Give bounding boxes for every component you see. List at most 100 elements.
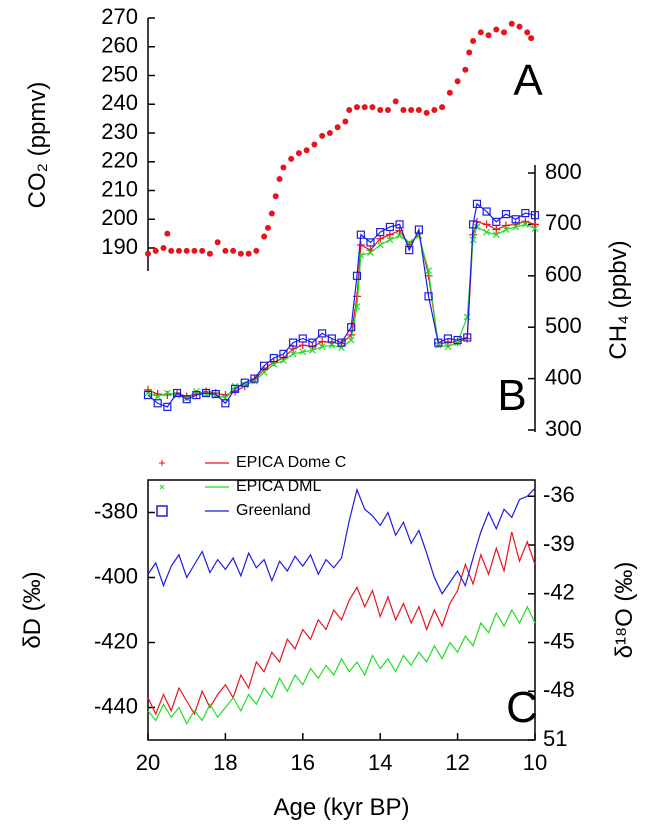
marker	[463, 333, 472, 342]
marker	[501, 210, 511, 219]
marker	[405, 246, 414, 255]
marker	[472, 199, 482, 208]
data-point	[508, 20, 515, 27]
y-tick-label: -440	[94, 693, 138, 718]
data-point	[369, 104, 376, 111]
marker	[385, 222, 394, 232]
y-tick-label: 230	[101, 119, 138, 144]
marker	[501, 221, 510, 230]
data-point	[168, 247, 175, 254]
marker	[250, 374, 259, 383]
x-tick-label: 16	[291, 750, 315, 775]
marker	[327, 334, 336, 343]
y-tick-label: 500	[545, 313, 582, 338]
marker	[482, 220, 491, 229]
series-line	[147, 223, 536, 399]
data-point	[268, 210, 275, 217]
marker	[434, 338, 443, 347]
y-tick-label: 220	[101, 148, 138, 173]
marker	[182, 395, 191, 404]
marker	[414, 225, 423, 234]
data-point	[222, 247, 229, 254]
data-point	[145, 250, 151, 257]
y-tick-label: 260	[101, 33, 138, 58]
marker	[172, 388, 182, 398]
data-point	[384, 107, 391, 113]
y-tick-label: 250	[101, 61, 138, 86]
data-point	[191, 247, 198, 254]
data-point	[400, 107, 407, 113]
data-point	[175, 247, 182, 254]
marker	[280, 357, 287, 365]
marker	[309, 346, 316, 354]
marker	[260, 369, 268, 376]
data-point	[392, 98, 399, 105]
marker	[376, 228, 385, 237]
y-tick-label: 600	[545, 262, 582, 287]
data-point	[183, 247, 190, 254]
data-point	[245, 250, 252, 257]
data-point	[288, 155, 295, 162]
data-point	[377, 107, 384, 113]
marker	[308, 338, 317, 347]
marker	[318, 343, 326, 351]
y-tick-label: 210	[101, 176, 138, 201]
marker	[240, 378, 249, 387]
series-line	[147, 487, 536, 595]
marker	[356, 240, 365, 249]
data-point	[454, 78, 461, 85]
data-point	[164, 230, 171, 237]
marker	[308, 342, 317, 351]
y-axis-label: δD (‰)	[19, 571, 46, 648]
marker	[521, 220, 529, 228]
y-tick-label: -420	[94, 628, 138, 653]
series-line	[147, 202, 536, 408]
marker	[468, 220, 478, 229]
marker	[318, 329, 327, 338]
marker	[502, 226, 510, 233]
y2-tick-label: -42	[543, 580, 575, 605]
data-point	[276, 176, 283, 182]
data-point	[501, 29, 508, 36]
marker	[270, 360, 278, 368]
marker	[376, 241, 384, 249]
marker	[385, 230, 394, 239]
data-point	[295, 150, 302, 157]
marker	[483, 228, 491, 236]
x-tick-label: 12	[445, 750, 469, 775]
legend-marker	[159, 484, 165, 490]
data-point	[462, 66, 469, 73]
data-point	[524, 29, 531, 36]
marker	[279, 349, 288, 359]
marker	[221, 399, 230, 408]
y-tick-label: 240	[101, 90, 138, 115]
marker	[298, 334, 307, 343]
data-point	[319, 132, 326, 139]
data-point	[272, 193, 279, 200]
marker	[443, 338, 452, 347]
x-tick-label: 10	[523, 750, 547, 775]
data-point	[477, 29, 484, 36]
data-point	[199, 247, 206, 254]
marker	[230, 384, 240, 393]
data-point	[516, 23, 523, 30]
y2-tick-label: 51	[543, 726, 567, 751]
y-tick-label: 270	[101, 4, 138, 29]
marker	[396, 232, 403, 240]
data-point	[485, 32, 492, 39]
marker	[511, 215, 520, 224]
marker	[347, 336, 355, 344]
data-point	[431, 107, 438, 113]
y2-tick-label: -39	[543, 531, 575, 556]
panel-label: A	[513, 56, 543, 105]
data-point	[342, 118, 349, 125]
panel-label: B	[497, 371, 526, 420]
y-tick-label: 800	[545, 159, 582, 184]
data-point	[493, 26, 500, 33]
marker	[347, 323, 356, 332]
legend-item: EPICA DML	[159, 478, 321, 495]
data-point	[423, 109, 430, 116]
y-tick-label: -400	[94, 563, 138, 588]
series-line	[147, 605, 536, 726]
